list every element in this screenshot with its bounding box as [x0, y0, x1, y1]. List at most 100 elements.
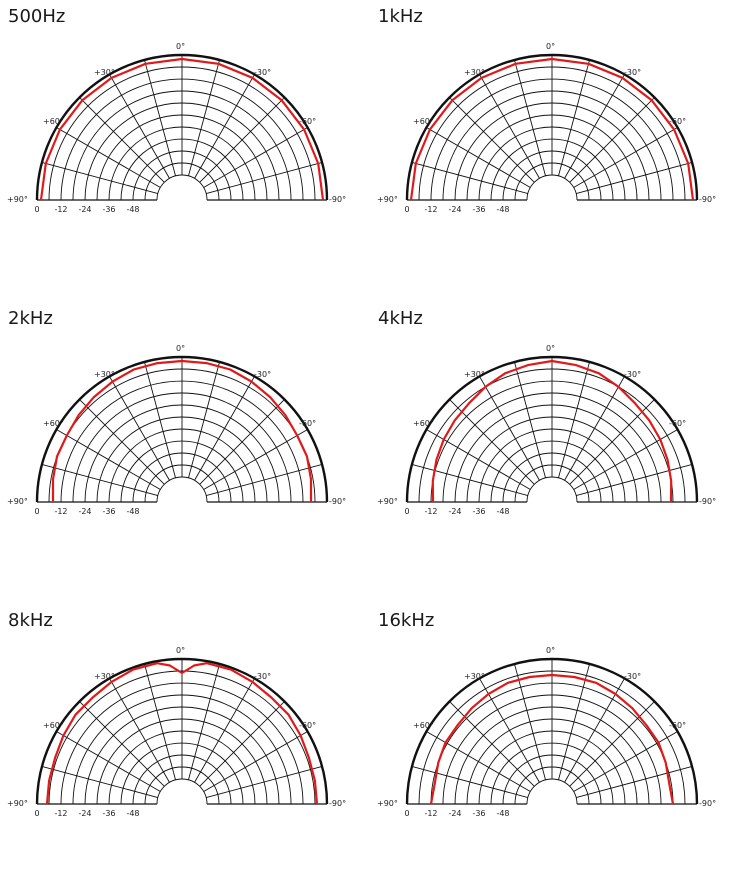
- ring-label: -36: [472, 507, 485, 516]
- angle-label: -90°: [329, 799, 346, 808]
- ring-label: 0: [34, 507, 39, 516]
- angle-label: -30°: [254, 68, 271, 77]
- ring-label: -12: [424, 507, 437, 516]
- grid-spoke: [558, 663, 590, 780]
- panel-title: 16kHz: [378, 610, 435, 631]
- grid-spoke: [56, 429, 161, 490]
- grid-spoke: [203, 731, 308, 792]
- grid-spoke: [426, 127, 531, 188]
- angle-label: +60°: [413, 117, 434, 126]
- grid-spoke: [56, 127, 161, 188]
- grid-spoke: [56, 731, 161, 792]
- ring-label: -24: [78, 205, 91, 214]
- polar-chart: 0°+30° -30°+60° -60°+90° -90°0 -12 -24 -36 -48: [7, 42, 346, 214]
- grid-spoke: [79, 97, 165, 183]
- ring-label: -12: [424, 205, 437, 214]
- angle-label: 0°: [176, 344, 185, 353]
- grid-spoke: [514, 663, 546, 780]
- response-curve: [51, 359, 313, 502]
- angle-label: -60°: [669, 117, 686, 126]
- angle-label: -90°: [329, 497, 346, 506]
- angle-label: +30°: [94, 68, 115, 77]
- angle-label: +30°: [464, 68, 485, 77]
- grid-spoke: [576, 162, 693, 194]
- grid-spoke: [144, 663, 176, 780]
- response-curve: [431, 359, 673, 503]
- grid-spoke: [426, 731, 531, 792]
- grid-spoke: [479, 376, 540, 481]
- grid-spoke: [564, 74, 625, 179]
- angle-label: -30°: [624, 68, 641, 77]
- angle-label: -60°: [299, 721, 316, 730]
- grid-spoke: [564, 678, 625, 783]
- ring-label: 0: [404, 507, 409, 516]
- angle-label: -90°: [699, 799, 716, 808]
- ring-label: 0: [34, 205, 39, 214]
- angle-label: +30°: [464, 370, 485, 379]
- angle-label: -90°: [329, 195, 346, 204]
- panel-title: 500Hz: [8, 6, 66, 27]
- angle-label: -60°: [299, 117, 316, 126]
- ring-label: -36: [102, 507, 115, 516]
- angle-label: +60°: [43, 419, 64, 428]
- angle-label: +90°: [7, 195, 28, 204]
- angle-label: +90°: [377, 497, 398, 506]
- response-curve: [45, 662, 319, 805]
- polar-panel-500hz: 500Hz 0° +30° -30° +60° -60° +90° -90° 0 -12 -24 -…: [0, 0, 360, 280]
- polar-panel-2khz: 2kHz 0° +30° -30° +60° -60° +90° -90° 0 -12 -24 -3…: [0, 302, 360, 582]
- angle-label: +60°: [43, 721, 64, 730]
- grid-spoke: [109, 376, 170, 481]
- angle-label: -60°: [669, 721, 686, 730]
- angle-label: 0°: [546, 42, 555, 51]
- grid-spoke: [449, 97, 535, 183]
- grid-ring: [156, 476, 208, 503]
- grid-spoke: [514, 361, 546, 478]
- grid-spoke: [41, 162, 158, 194]
- angle-label: -60°: [299, 419, 316, 428]
- grid-spoke: [576, 464, 693, 496]
- response-curve: [429, 673, 675, 805]
- polar-panel-8khz: 8kHz 0° +30° -30° +60° -60° +90° -90° 0 -12 -24 -3…: [0, 604, 360, 884]
- panel-title: 8kHz: [8, 610, 53, 631]
- ring-label: -48: [126, 507, 139, 516]
- angle-label: -90°: [699, 497, 716, 506]
- angle-label: +30°: [94, 672, 115, 681]
- grid-ring: [526, 778, 578, 805]
- ring-label: -36: [102, 205, 115, 214]
- grid-spoke: [188, 361, 220, 478]
- grid-spoke: [194, 376, 255, 481]
- angle-label: 0°: [546, 344, 555, 353]
- angle-label: 0°: [546, 646, 555, 655]
- ring-label: -12: [54, 205, 67, 214]
- grid-spoke: [514, 59, 546, 176]
- ring-label: -24: [448, 507, 461, 516]
- grid-spoke: [199, 399, 285, 485]
- grid-spoke: [199, 97, 285, 183]
- grid-spoke: [206, 162, 323, 194]
- polar-chart: 0°+30° -30°+60° -60°+90° -90°0 -12 -24 -36 -48: [7, 344, 346, 516]
- grid-spoke: [479, 74, 540, 179]
- ring-label: -48: [496, 205, 509, 214]
- angle-label: 0°: [176, 646, 185, 655]
- angle-label: +30°: [94, 370, 115, 379]
- grid-spoke: [573, 127, 678, 188]
- panel-title: 2kHz: [8, 308, 53, 329]
- angle-label: -90°: [699, 195, 716, 204]
- grid-ring: [156, 174, 208, 201]
- grid-spoke: [188, 663, 220, 780]
- ring-label: -48: [126, 205, 139, 214]
- grid-spoke: [449, 399, 535, 485]
- grid-spoke: [79, 399, 165, 485]
- polar-panel-16khz: 16kHz 0° +30° -30° +60° -60° +90° -90° 0 -12 -24-…: [370, 604, 730, 884]
- grid-spoke: [194, 74, 255, 179]
- angle-label: +60°: [43, 117, 64, 126]
- grid-spoke: [206, 766, 323, 798]
- grid-spoke: [558, 361, 590, 478]
- grid-spoke: [569, 701, 655, 787]
- angle-label: -30°: [254, 370, 271, 379]
- angle-label: +90°: [7, 799, 28, 808]
- grid-spoke: [411, 766, 528, 798]
- grid-spoke: [569, 399, 655, 485]
- polar-chart: 0°+30° -30°+60° -60°+90° -90°0 -12 -24 -36 -48: [7, 646, 346, 818]
- grid-ring: [526, 476, 578, 503]
